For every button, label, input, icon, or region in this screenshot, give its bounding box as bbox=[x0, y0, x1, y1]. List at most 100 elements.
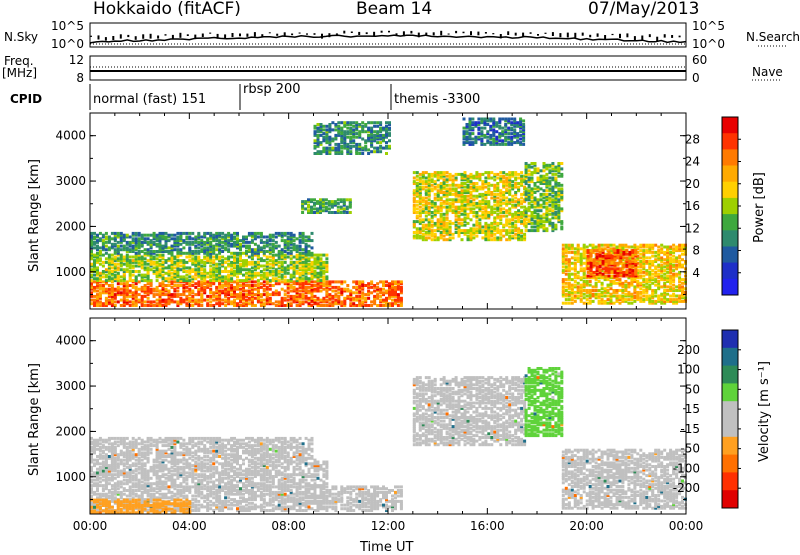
power-cell bbox=[236, 257, 239, 260]
power-cell bbox=[554, 224, 557, 227]
power-cell bbox=[504, 118, 507, 121]
power-cell bbox=[499, 171, 502, 174]
power-cell bbox=[296, 237, 299, 240]
power-cell bbox=[325, 206, 328, 209]
nsearch-dot bbox=[209, 33, 211, 34]
power-cell bbox=[269, 263, 272, 266]
power-cell bbox=[507, 118, 510, 121]
power-cell bbox=[293, 295, 296, 298]
power-cell bbox=[126, 254, 129, 257]
power-cell bbox=[416, 204, 419, 207]
power-cell bbox=[278, 261, 281, 264]
power-cell bbox=[185, 274, 188, 277]
power-cell bbox=[257, 272, 260, 275]
power-cell bbox=[452, 233, 455, 236]
power-cell bbox=[328, 293, 331, 296]
power-cell bbox=[305, 243, 308, 246]
power-cell bbox=[337, 295, 340, 298]
power-cell bbox=[586, 298, 589, 301]
power-cell bbox=[138, 280, 141, 283]
power-cell bbox=[483, 134, 486, 137]
power-cell bbox=[446, 198, 449, 201]
power-cell bbox=[534, 226, 537, 229]
power-cell bbox=[492, 138, 495, 141]
power-cell bbox=[349, 290, 352, 293]
power-cell bbox=[278, 270, 281, 273]
power-cell bbox=[440, 197, 443, 200]
nsearch-dot bbox=[135, 36, 137, 40]
power-cell bbox=[132, 284, 135, 287]
power-cell bbox=[263, 302, 266, 305]
power-cell bbox=[511, 213, 514, 216]
power-cell bbox=[328, 211, 331, 214]
power-cell bbox=[355, 291, 358, 294]
power-cell bbox=[604, 295, 607, 298]
nsearch-dot bbox=[120, 34, 122, 38]
power-cell bbox=[257, 282, 260, 285]
power-cell bbox=[188, 282, 191, 285]
power-cell bbox=[212, 291, 215, 294]
power-cell bbox=[534, 191, 537, 194]
power-cell bbox=[464, 186, 467, 189]
power-cell bbox=[660, 293, 663, 296]
power-cell bbox=[543, 216, 546, 219]
power-cell bbox=[592, 289, 595, 292]
power-cell bbox=[630, 246, 633, 249]
power-cell bbox=[531, 211, 534, 214]
power-cell bbox=[209, 288, 212, 291]
power-cell bbox=[470, 186, 473, 189]
power-cell bbox=[111, 266, 114, 269]
power-cell bbox=[325, 198, 328, 201]
power-cell bbox=[346, 295, 349, 298]
power-cell bbox=[651, 276, 654, 279]
power-cell bbox=[141, 250, 144, 253]
power-cell bbox=[168, 280, 171, 283]
freq-panel-frame bbox=[90, 56, 686, 80]
power-cell bbox=[343, 130, 346, 133]
power-cell bbox=[328, 123, 331, 126]
power-cell bbox=[560, 167, 563, 170]
power-cell bbox=[242, 245, 245, 248]
power-cell bbox=[266, 286, 269, 289]
power-cell bbox=[645, 278, 648, 281]
power-cell bbox=[472, 211, 475, 214]
power-cell bbox=[120, 268, 123, 271]
power-cell bbox=[548, 204, 551, 207]
power-cell bbox=[334, 128, 337, 131]
power-cell bbox=[525, 187, 528, 190]
power-cell bbox=[168, 257, 171, 260]
power-cell bbox=[236, 293, 239, 296]
power-cell bbox=[528, 229, 531, 232]
power-cell bbox=[586, 289, 589, 292]
power-cell bbox=[607, 289, 610, 292]
power-cell bbox=[508, 198, 511, 201]
power-cell bbox=[266, 280, 269, 283]
power-cell bbox=[379, 280, 382, 283]
power-cell bbox=[96, 293, 99, 296]
power-cell bbox=[583, 262, 586, 265]
power-cell bbox=[328, 147, 331, 150]
power-cell bbox=[495, 130, 498, 133]
power-cell bbox=[528, 184, 531, 187]
power-cell bbox=[147, 304, 150, 307]
power-cell bbox=[317, 127, 320, 130]
power-cell bbox=[361, 147, 364, 150]
power-cell bbox=[598, 293, 601, 296]
power-cell bbox=[165, 299, 168, 302]
power-cell bbox=[525, 180, 528, 183]
power-cell bbox=[391, 280, 394, 283]
power-cell bbox=[114, 232, 117, 235]
power-cell bbox=[206, 246, 209, 249]
power-cell bbox=[215, 254, 218, 257]
power-cell bbox=[589, 300, 592, 303]
power-cell bbox=[419, 173, 422, 176]
power-cell bbox=[589, 280, 592, 283]
power-cell bbox=[138, 274, 141, 277]
nsearch-dot bbox=[500, 34, 502, 38]
power-cell bbox=[568, 298, 571, 301]
power-cell bbox=[245, 268, 248, 271]
power-cell bbox=[135, 275, 138, 278]
power-cell bbox=[382, 299, 385, 302]
power-cell bbox=[105, 261, 108, 264]
power-cell bbox=[221, 245, 224, 248]
